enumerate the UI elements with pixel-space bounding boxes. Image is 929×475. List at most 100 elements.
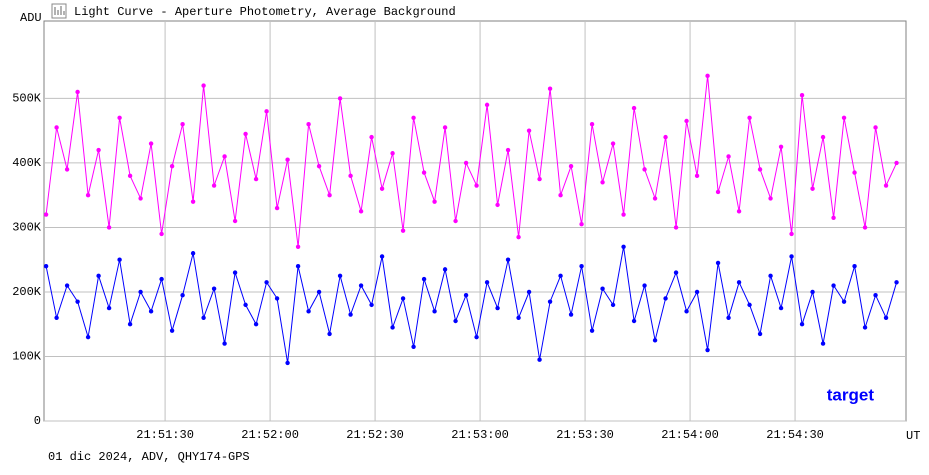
data-point bbox=[484, 102, 490, 108]
x-tick-label: 21:53:00 bbox=[451, 428, 509, 442]
data-point bbox=[484, 280, 490, 285]
data-point bbox=[64, 167, 70, 172]
data-point bbox=[274, 205, 280, 211]
data-point bbox=[96, 273, 101, 279]
data-point bbox=[211, 286, 217, 291]
data-point bbox=[348, 312, 353, 317]
data-point bbox=[358, 209, 364, 214]
data-point bbox=[54, 315, 59, 320]
data-point bbox=[285, 360, 290, 366]
data-point bbox=[862, 325, 868, 330]
data-point bbox=[894, 280, 899, 285]
data-point bbox=[883, 183, 889, 188]
data-point bbox=[600, 180, 605, 185]
data-point bbox=[306, 122, 311, 127]
data-point bbox=[54, 125, 59, 130]
data-point bbox=[631, 105, 637, 111]
data-point bbox=[568, 163, 574, 169]
data-point bbox=[222, 154, 227, 159]
data-point bbox=[673, 270, 679, 275]
data-point bbox=[736, 280, 742, 285]
data-point bbox=[159, 231, 164, 237]
data-point bbox=[768, 196, 773, 201]
data-point bbox=[831, 283, 836, 288]
data-point bbox=[894, 160, 899, 166]
data-point bbox=[841, 299, 847, 304]
data-point bbox=[663, 296, 668, 301]
data-point bbox=[841, 115, 847, 120]
data-point bbox=[873, 292, 878, 298]
data-point bbox=[411, 344, 416, 350]
x-tick-label: 21:52:00 bbox=[241, 428, 299, 442]
data-point bbox=[537, 176, 542, 182]
data-point bbox=[432, 309, 437, 314]
data-point bbox=[652, 196, 658, 201]
data-point bbox=[348, 173, 353, 179]
data-point bbox=[726, 315, 731, 320]
data-point bbox=[526, 289, 532, 295]
data-point bbox=[862, 225, 868, 230]
x-tick-label: 21:54:30 bbox=[766, 428, 824, 442]
data-point bbox=[778, 144, 784, 150]
data-point bbox=[831, 215, 836, 220]
data-point bbox=[316, 289, 322, 295]
data-point bbox=[883, 315, 889, 320]
data-point bbox=[337, 273, 343, 279]
data-point bbox=[663, 134, 668, 140]
data-point bbox=[180, 292, 185, 298]
data-point bbox=[547, 299, 553, 304]
data-point bbox=[75, 89, 80, 95]
y-axis-label: ADU bbox=[20, 11, 42, 25]
data-point bbox=[421, 276, 427, 282]
data-point bbox=[505, 147, 511, 153]
data-point bbox=[411, 115, 416, 120]
data-point bbox=[757, 331, 763, 337]
data-point bbox=[159, 276, 164, 282]
data-point bbox=[327, 331, 332, 337]
data-point bbox=[537, 357, 542, 362]
y-tick-label: 500K bbox=[12, 92, 42, 106]
data-point bbox=[442, 125, 448, 130]
y-tick-label: 300K bbox=[12, 221, 42, 235]
data-point bbox=[106, 225, 112, 230]
data-point bbox=[820, 134, 826, 140]
x-tick-label: 21:53:30 bbox=[556, 428, 614, 442]
data-point bbox=[274, 296, 280, 301]
x-axis-label: UT bbox=[906, 429, 920, 443]
data-point bbox=[558, 273, 563, 279]
data-point bbox=[442, 267, 448, 272]
data-point bbox=[201, 83, 206, 88]
data-point bbox=[694, 289, 700, 295]
y-tick-label: 100K bbox=[12, 350, 42, 364]
data-point bbox=[589, 328, 595, 333]
data-point bbox=[169, 328, 175, 333]
data-point bbox=[747, 115, 752, 120]
chart-title: Light Curve - Aperture Photometry, Avera… bbox=[74, 5, 456, 19]
data-point bbox=[369, 302, 374, 308]
data-point bbox=[715, 260, 721, 266]
y-tick-label: 400K bbox=[12, 156, 42, 170]
data-point bbox=[516, 315, 521, 320]
data-point bbox=[642, 167, 647, 172]
data-point bbox=[243, 302, 248, 308]
data-point bbox=[789, 231, 794, 237]
data-point bbox=[117, 257, 122, 262]
data-point bbox=[453, 318, 458, 324]
data-point bbox=[642, 283, 647, 288]
data-point bbox=[495, 202, 500, 208]
legend-label: target bbox=[827, 385, 875, 404]
x-tick-label: 21:52:30 bbox=[346, 428, 404, 442]
data-point bbox=[726, 154, 731, 159]
data-point bbox=[873, 125, 878, 130]
data-point bbox=[85, 334, 91, 340]
data-point bbox=[579, 222, 584, 227]
data-point bbox=[694, 173, 700, 179]
data-point bbox=[295, 244, 301, 250]
data-point bbox=[138, 289, 143, 295]
data-point bbox=[390, 151, 395, 156]
data-point bbox=[558, 192, 563, 198]
data-point bbox=[400, 296, 406, 301]
data-point bbox=[285, 157, 290, 162]
data-point bbox=[85, 192, 91, 198]
data-point bbox=[736, 209, 742, 214]
